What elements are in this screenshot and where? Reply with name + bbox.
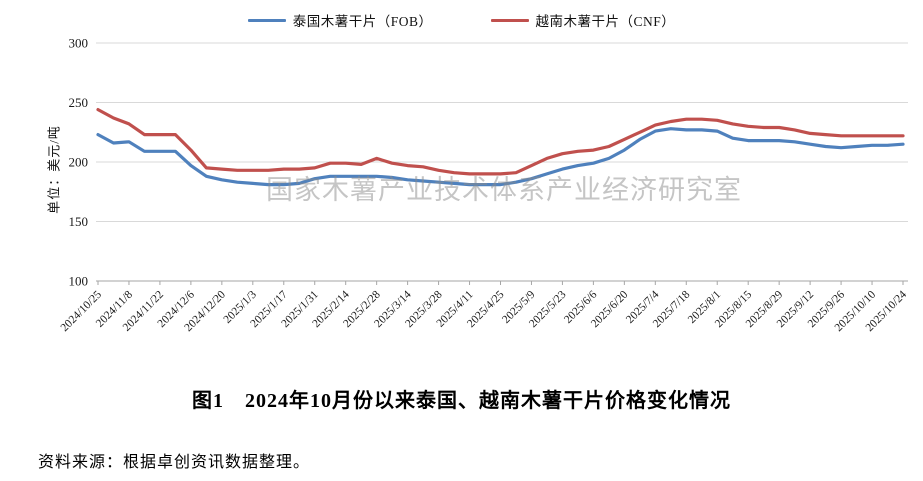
figure-title: 图1 2024年10月份以来泰国、越南木薯干片价格变化情况 xyxy=(192,390,731,412)
thailand-line-swatch-icon xyxy=(247,18,286,22)
x-tick-label: 2024/10/25 xyxy=(59,288,105,334)
legend-label-thailand: 泰国木薯干片（FOB） xyxy=(292,14,433,29)
chart-canvas: 3002502001501002024/10/252024/11/82024/1… xyxy=(59,36,910,335)
y-tick-label: 150 xyxy=(69,214,89,229)
legend-item-vietnam: 越南木薯干片（CNF） xyxy=(490,10,676,30)
y-tick-label: 300 xyxy=(69,36,89,51)
y-tick-label: 250 xyxy=(69,95,89,110)
thailand-price-line xyxy=(96,127,905,187)
vietnam-price-line xyxy=(96,107,905,176)
source-note: 资料来源：根据卓创资讯数据整理。 xyxy=(38,454,311,471)
legend-item-thailand: 泰国木薯干片（FOB） xyxy=(247,10,433,30)
y-tick-label: 100 xyxy=(69,274,89,289)
price-line-chart: 300 250 200 150 100 2024/10/25 2024/11/8 2024/1… xyxy=(59,36,910,335)
chart-legend: 泰国木薯干片（FOB） 越南木薯干片（CNF） xyxy=(0,10,923,30)
vietnam-line-swatch-icon xyxy=(490,18,529,22)
legend-label-vietnam: 越南木薯干片（CNF） xyxy=(535,14,676,29)
y-tick-label: 200 xyxy=(69,155,89,170)
